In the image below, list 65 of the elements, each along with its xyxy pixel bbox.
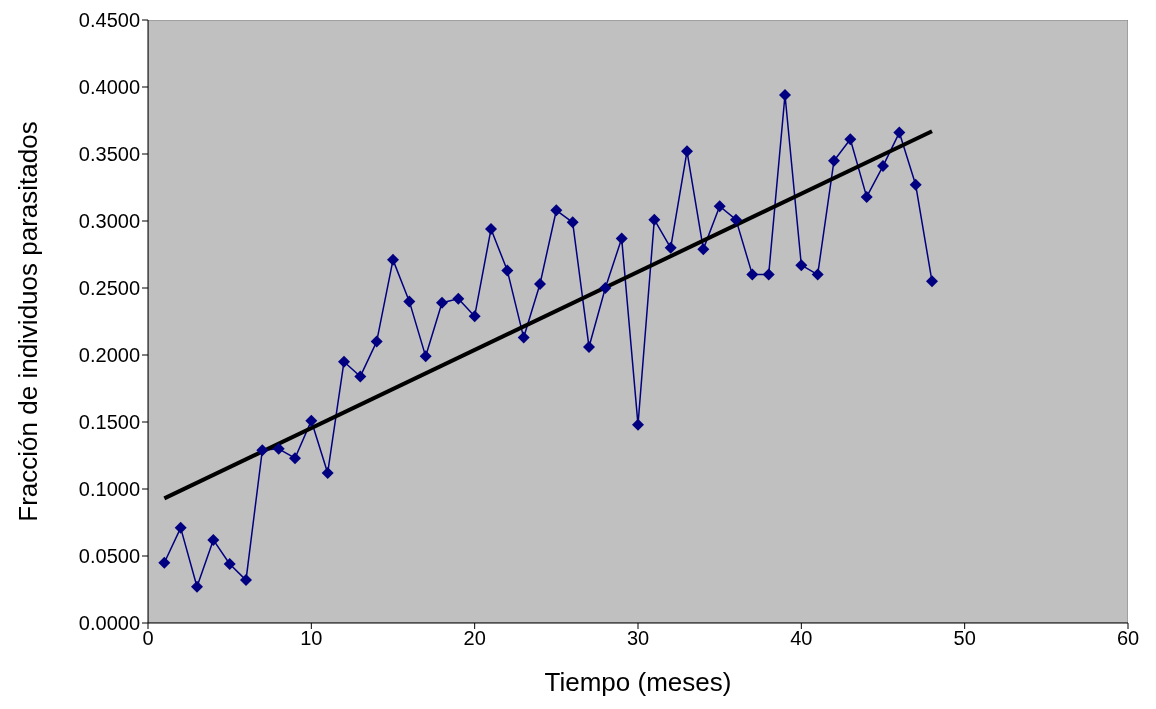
- y-tick-label: 0.2500: [78, 277, 140, 300]
- point: [926, 275, 938, 288]
- point: [272, 442, 285, 455]
- x-tick-label: 0: [142, 627, 154, 650]
- y-axis-title: Fracción de individuos parasitados: [13, 121, 44, 522]
- point: [452, 292, 465, 305]
- point: [370, 335, 383, 348]
- point: [419, 350, 432, 363]
- point: [354, 370, 367, 383]
- point: [289, 452, 301, 465]
- point: [436, 296, 448, 309]
- y-tick-label: 0.4000: [78, 76, 140, 99]
- point: [599, 282, 612, 294]
- x-tick-label: 50: [953, 627, 976, 650]
- point: [566, 216, 579, 229]
- point: [713, 200, 726, 213]
- y-tick-label: 0.3000: [78, 210, 140, 233]
- point: [615, 232, 628, 245]
- y-tick-label: 0.4500: [78, 9, 140, 32]
- point: [697, 243, 710, 256]
- point: [191, 580, 203, 593]
- point: [681, 145, 693, 158]
- point: [223, 558, 236, 571]
- point: [468, 310, 481, 323]
- point: [338, 355, 350, 368]
- x-axis-title: Tiempo (meses): [544, 667, 732, 697]
- point: [174, 521, 187, 534]
- y-tick-label: 0.3500: [78, 143, 140, 166]
- point: [844, 133, 857, 146]
- y-tick-label: 0.0500: [78, 545, 140, 568]
- point: [648, 213, 661, 226]
- point: [534, 277, 546, 290]
- point: [877, 160, 889, 173]
- point: [893, 126, 906, 139]
- point: [746, 268, 759, 281]
- y-tick-label: 0.1500: [78, 411, 140, 434]
- point: [583, 340, 595, 353]
- point: [501, 264, 514, 277]
- point: [485, 223, 497, 236]
- x-tick-label: 10: [300, 627, 323, 650]
- point: [305, 414, 318, 427]
- y-tick-label: 0.0000: [78, 612, 140, 635]
- point: [256, 444, 269, 457]
- y-tick-label: 0.1000: [78, 478, 140, 501]
- point: [811, 268, 824, 281]
- point: [730, 213, 742, 226]
- point: [860, 190, 873, 203]
- y-tick-label: 0.2000: [78, 344, 140, 367]
- x-tick-label: 60: [1116, 627, 1140, 650]
- point: [207, 533, 220, 546]
- point: [762, 268, 775, 281]
- point: [158, 556, 171, 569]
- point: [403, 295, 416, 308]
- point: [550, 204, 563, 217]
- point: [795, 259, 808, 272]
- x-tick-label: 30: [626, 627, 650, 650]
- point: [909, 178, 922, 191]
- x-tick-label: 20: [463, 627, 486, 650]
- point: [517, 331, 530, 344]
- x-tick-label: 40: [790, 627, 813, 650]
- point: [321, 466, 334, 479]
- point: [664, 241, 677, 254]
- point: [387, 253, 399, 266]
- point: [240, 574, 252, 587]
- point: [828, 154, 840, 167]
